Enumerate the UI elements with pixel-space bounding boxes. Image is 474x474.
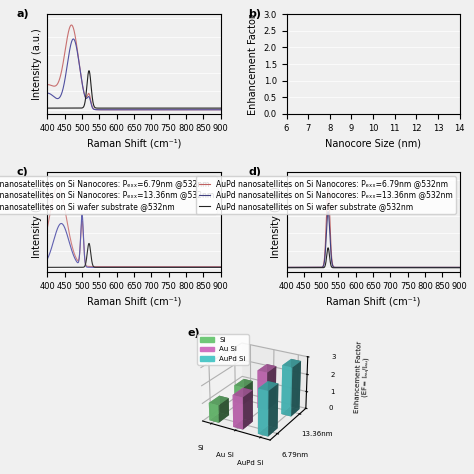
Text: c): c) [16, 167, 28, 177]
Y-axis label: Enhancement Factor: Enhancement Factor [248, 14, 258, 115]
Y-axis label: Intensity (a.u.): Intensity (a.u.) [271, 186, 281, 258]
Legend: Si, Au Si, AuPd Si: Si, Au Si, AuPd Si [197, 334, 248, 365]
Y-axis label: Intensity (a.u.): Intensity (a.u.) [32, 28, 42, 100]
Y-axis label: Intensity (a.u.): Intensity (a.u.) [32, 186, 42, 258]
Legend: AuPd nanosatellites on Si Nanocores: Pₑₓₓ=6.79nm @532nm, AuPd nanosatellites on : AuPd nanosatellites on Si Nanocores: Pₑₓ… [196, 176, 456, 214]
Text: d): d) [248, 167, 261, 177]
Text: b): b) [248, 9, 261, 19]
X-axis label: Raman Shift (cm⁻¹): Raman Shift (cm⁻¹) [87, 296, 181, 306]
X-axis label: Raman Shift (cm⁻¹): Raman Shift (cm⁻¹) [87, 138, 181, 148]
X-axis label: Nanocore Size (nm): Nanocore Size (nm) [325, 138, 421, 148]
Text: e): e) [188, 328, 201, 338]
Legend: Au nanosatellites on Si Nanocores: Pₑₓₓ=6.79nm @532nm, Au nanosatellites on Si N: Au nanosatellites on Si Nanocores: Pₑₓₓ=… [0, 176, 217, 214]
X-axis label: Raman Shift (cm⁻¹): Raman Shift (cm⁻¹) [326, 296, 420, 306]
Text: a): a) [16, 9, 29, 19]
